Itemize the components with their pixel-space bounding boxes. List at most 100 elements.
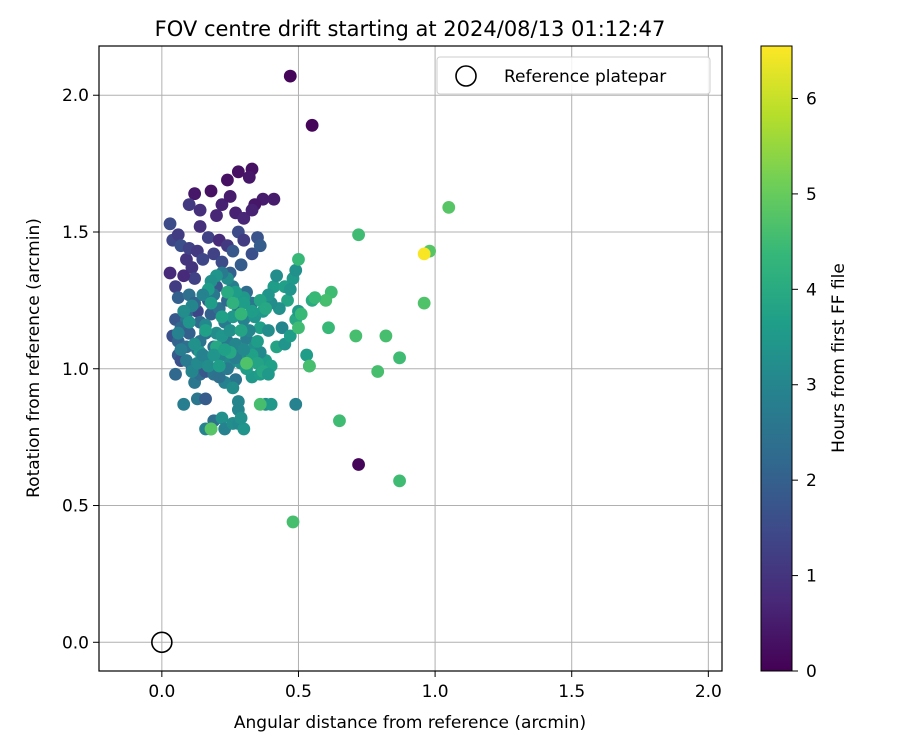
data-point bbox=[169, 280, 182, 294]
data-point bbox=[322, 321, 335, 335]
data-point bbox=[223, 324, 237, 337]
legend-entry-label: Reference platepar bbox=[504, 67, 666, 87]
y-axis-ticks: 0.0 0.5 1.0 1.5 2.0 bbox=[62, 86, 99, 653]
data-point bbox=[234, 324, 248, 337]
y-tick-label: 2.0 bbox=[62, 86, 89, 106]
y-axis-label: Rotation from reference (arcmin) bbox=[24, 218, 44, 498]
data-point bbox=[262, 324, 275, 337]
data-point bbox=[234, 307, 248, 321]
data-point bbox=[231, 165, 245, 179]
data-point bbox=[294, 307, 308, 321]
data-point bbox=[308, 291, 322, 305]
data-point bbox=[245, 247, 259, 261]
plot-frame bbox=[98, 45, 723, 672]
colorbar-tick-label: 6 bbox=[806, 89, 817, 109]
data-point bbox=[262, 367, 275, 381]
data-point bbox=[283, 329, 297, 343]
colorbar-label: Hours from first FF file bbox=[829, 263, 849, 453]
data-point bbox=[177, 397, 191, 411]
data-point bbox=[234, 411, 248, 425]
data-point bbox=[193, 220, 207, 233]
data-point bbox=[417, 247, 431, 261]
data-point bbox=[218, 343, 232, 357]
data-point bbox=[234, 258, 248, 272]
data-point bbox=[201, 359, 215, 373]
data-point bbox=[177, 269, 191, 283]
legend-box bbox=[436, 56, 711, 95]
data-point bbox=[223, 190, 237, 203]
y-tick-label: 0.0 bbox=[62, 633, 89, 653]
data-point bbox=[193, 203, 207, 217]
x-tick-label: 1.5 bbox=[558, 682, 585, 702]
data-point bbox=[215, 310, 229, 324]
data-point bbox=[226, 244, 240, 258]
x-tick-label: 0.0 bbox=[148, 682, 175, 702]
data-point bbox=[169, 367, 182, 381]
colorbar-ticks: 0 1 2 3 4 5 6 bbox=[792, 89, 817, 682]
data-point bbox=[305, 118, 319, 132]
colorbar-tick-label: 3 bbox=[806, 376, 817, 396]
data-point bbox=[349, 329, 363, 343]
data-point bbox=[259, 302, 273, 315]
data-point bbox=[182, 326, 196, 340]
data-point bbox=[177, 304, 191, 318]
data-point bbox=[221, 173, 234, 187]
legend: Reference platepar bbox=[436, 56, 711, 95]
data-point bbox=[281, 293, 294, 307]
x-axis-ticks: 0.0 0.5 1.0 1.5 2.0 bbox=[148, 671, 722, 702]
data-point bbox=[212, 370, 226, 384]
data-point bbox=[253, 239, 267, 253]
data-point bbox=[226, 296, 240, 310]
colorbar-gradient bbox=[760, 45, 793, 672]
x-tick-label: 2.0 bbox=[695, 682, 722, 702]
data-point bbox=[275, 321, 289, 335]
data-point bbox=[292, 252, 305, 266]
data-point bbox=[188, 272, 202, 285]
data-point bbox=[283, 283, 297, 296]
data-point bbox=[237, 233, 251, 247]
data-point bbox=[283, 69, 297, 83]
data-point bbox=[352, 228, 365, 242]
data-point bbox=[245, 203, 259, 217]
data-point bbox=[215, 255, 229, 269]
y-tick-label: 1.5 bbox=[62, 223, 89, 243]
data-point bbox=[188, 187, 202, 201]
data-point bbox=[171, 326, 185, 340]
legend-reference-marker bbox=[455, 65, 477, 87]
data-point bbox=[196, 288, 210, 302]
x-tick-label: 0.5 bbox=[285, 682, 312, 702]
data-point bbox=[237, 211, 251, 225]
data-point bbox=[188, 337, 202, 351]
data-point bbox=[204, 422, 218, 436]
data-point bbox=[226, 381, 240, 395]
data-point bbox=[292, 321, 305, 335]
y-tick-label: 0.5 bbox=[62, 497, 89, 517]
data-point bbox=[253, 397, 267, 411]
data-point bbox=[442, 200, 456, 214]
x-axis-label: Angular distance from reference (arcmin) bbox=[234, 713, 586, 733]
data-point bbox=[196, 252, 210, 266]
data-point bbox=[417, 296, 431, 310]
data-point bbox=[240, 356, 253, 370]
data-point bbox=[379, 329, 393, 343]
data-point bbox=[352, 458, 365, 471]
colorbar-tick-label: 0 bbox=[806, 662, 817, 682]
y-tick-label: 1.0 bbox=[62, 360, 89, 380]
data-point bbox=[289, 263, 303, 277]
reference-platepar-marker bbox=[151, 631, 173, 654]
colorbar-tick-label: 2 bbox=[806, 471, 817, 491]
x-tick-label: 1.0 bbox=[422, 682, 449, 702]
data-point bbox=[204, 296, 218, 310]
grid-lines bbox=[99, 46, 722, 671]
data-point bbox=[204, 184, 218, 198]
data-point bbox=[237, 296, 251, 310]
data-point bbox=[185, 261, 199, 274]
data-point bbox=[215, 198, 229, 212]
data-point bbox=[199, 324, 212, 337]
data-point bbox=[393, 351, 406, 365]
data-point bbox=[289, 397, 303, 411]
data-point bbox=[245, 304, 259, 318]
data-point bbox=[300, 348, 314, 362]
colorbar-tick-label: 4 bbox=[806, 280, 817, 300]
